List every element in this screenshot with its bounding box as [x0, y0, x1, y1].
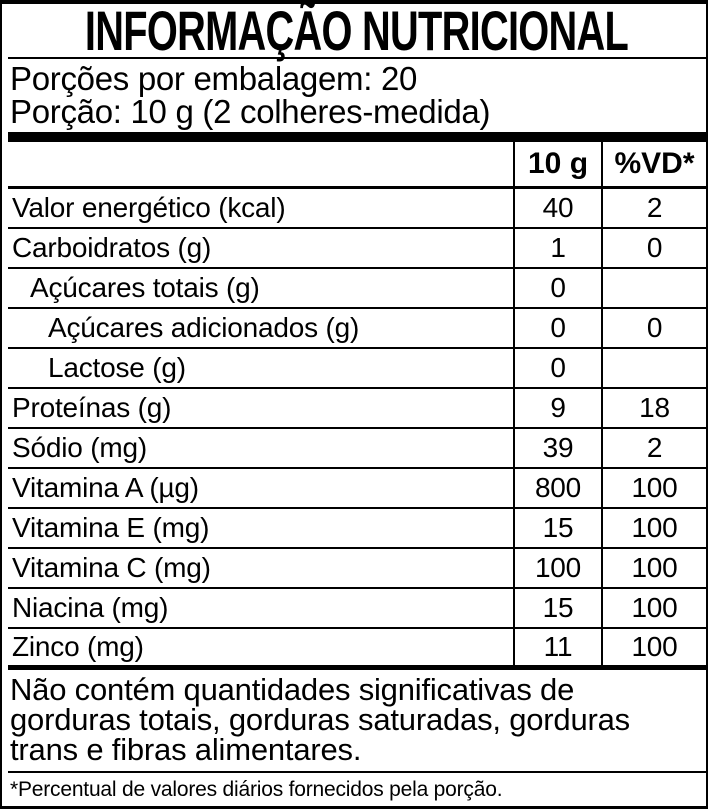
- amount-value: 100: [513, 547, 602, 589]
- table-row: Açúcares adicionados (g) 0 0: [8, 307, 706, 349]
- column-header-nutrient: [8, 142, 514, 189]
- column-header-dv: %VD*: [601, 142, 706, 189]
- nutrient-name: Carboidratos (g): [8, 227, 514, 269]
- daily-value: 0: [601, 227, 706, 269]
- amount-value: 11: [513, 627, 602, 670]
- table-row: Vitamina E (mg) 15 100: [8, 507, 706, 549]
- table-row: Proteínas (g) 9 18: [8, 387, 706, 429]
- portion-size: Porção: 10 g (2 colheres-medida): [10, 93, 491, 130]
- table-row: Zinco (mg) 11 100: [8, 627, 706, 670]
- daily-value: 2: [601, 187, 706, 229]
- nutrient-name: Vitamina C (mg): [8, 547, 514, 589]
- amount-value: 0: [513, 347, 602, 389]
- table-row: Vitamina A (µg) 800 100: [8, 467, 706, 509]
- amount-value: 0: [513, 307, 602, 349]
- nutrient-name: Açúcares totais (g): [8, 267, 514, 309]
- table-row: Sódio (mg) 39 2: [8, 427, 706, 469]
- daily-value: 0: [601, 307, 706, 349]
- nutrient-name: Lactose (g): [8, 347, 514, 389]
- table-header-row: 10 g %VD*: [8, 142, 706, 189]
- table-row: Carboidratos (g) 1 0: [8, 227, 706, 269]
- note-line: gorduras totais, gorduras saturadas, gor…: [10, 702, 630, 737]
- nutrition-table-body: Valor energético (kcal) 40 2 Carboidratos (…: [8, 187, 706, 670]
- table-row: Açúcares totais (g) 0: [8, 267, 706, 309]
- note-line: Não contém quantidades significativas de: [10, 672, 575, 707]
- daily-value: 18: [601, 387, 706, 429]
- table-row: Vitamina C (mg) 100 100: [8, 547, 706, 589]
- nutrient-name: Vitamina A (µg): [8, 467, 514, 509]
- label-header: INFORMAÇÃO NUTRICIONAL: [8, 4, 706, 59]
- nutrient-name: Zinco (mg): [8, 627, 514, 670]
- page-title: INFORMAÇÃO NUTRICIONAL: [85, 0, 629, 62]
- nutrient-name: Sódio (mg): [8, 427, 514, 469]
- amount-value: 0: [513, 267, 602, 309]
- nutrient-name: Açúcares adicionados (g): [8, 307, 514, 349]
- table-row: Lactose (g) 0: [8, 347, 706, 389]
- nutrient-name: Valor energético (kcal): [8, 187, 514, 229]
- table-row: Valor energético (kcal) 40 2: [8, 187, 706, 229]
- table-row: Niacina (mg) 15 100: [8, 587, 706, 629]
- insignificant-amounts-note: Não contém quantidades significativas de…: [8, 670, 706, 773]
- daily-value: [601, 347, 706, 389]
- nutrient-name: Proteínas (g): [8, 387, 514, 429]
- daily-value: 100: [601, 547, 706, 589]
- divider-bar: [8, 132, 706, 142]
- amount-value: 15: [513, 507, 602, 549]
- amount-value: 15: [513, 587, 602, 629]
- serving-info: Porções por embalagem: 20 Porção: 10 g (…: [8, 59, 706, 128]
- column-header-amount: 10 g: [513, 142, 602, 189]
- note-line: trans e fibras alimentares.: [10, 732, 362, 767]
- nutrient-name: Vitamina E (mg): [8, 507, 514, 549]
- nutrient-name: Niacina (mg): [8, 587, 514, 629]
- daily-value-footnote: *Percentual de valores diários fornecido…: [10, 778, 503, 801]
- daily-value: [601, 267, 706, 309]
- servings-per-package: Porções por embalagem: 20: [10, 60, 418, 97]
- daily-value: 100: [601, 587, 706, 629]
- nutrition-table: 10 g %VD* Valor energético (kcal) 40 2 Carb…: [8, 142, 706, 670]
- daily-value: 100: [601, 507, 706, 549]
- amount-value: 39: [513, 427, 602, 469]
- daily-value: 100: [601, 627, 706, 670]
- daily-value: 2: [601, 427, 706, 469]
- amount-value: 1: [513, 227, 602, 269]
- daily-value: 100: [601, 467, 706, 509]
- amount-value: 40: [513, 187, 602, 229]
- amount-value: 9: [513, 387, 602, 429]
- amount-value: 800: [513, 467, 602, 509]
